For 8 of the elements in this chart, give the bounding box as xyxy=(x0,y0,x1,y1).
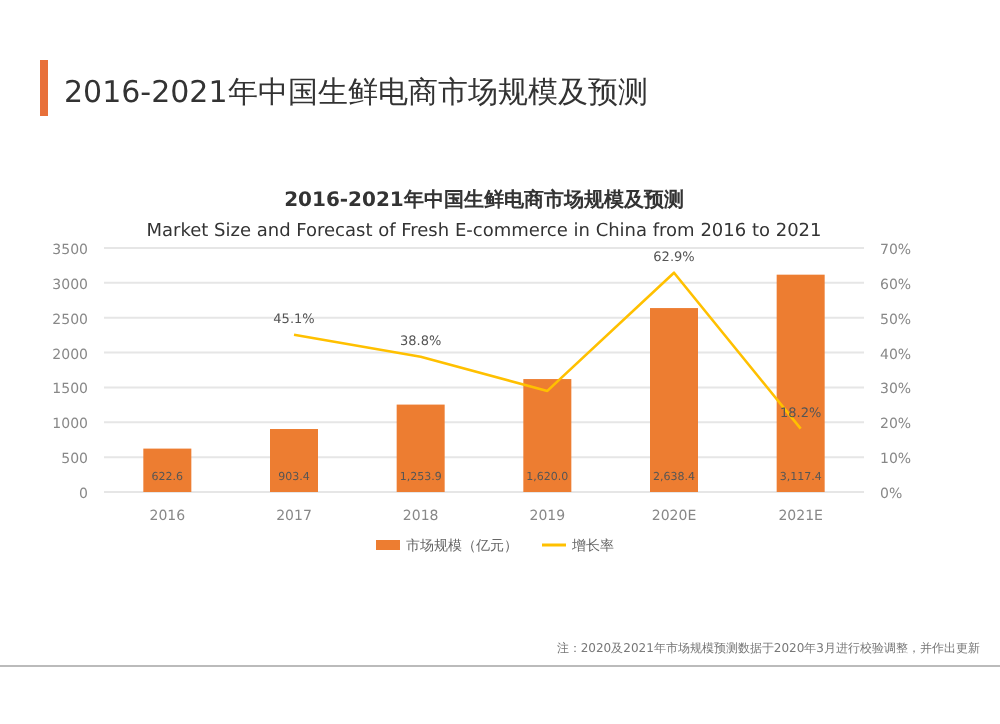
bar xyxy=(143,448,192,492)
chart-subtitle: 2016-2021年中国生鲜电商市场规模及预测 Market Size and Forecast of Fresh E-commerce in China from 2016 to 2021 xyxy=(146,188,822,242)
bar xyxy=(523,379,572,492)
chart-title: 2016-2021年中国生鲜电商市场规模及预测 xyxy=(64,74,648,110)
bar xyxy=(776,274,825,492)
bar xyxy=(270,429,318,492)
bar xyxy=(396,404,445,492)
bar xyxy=(650,308,698,492)
